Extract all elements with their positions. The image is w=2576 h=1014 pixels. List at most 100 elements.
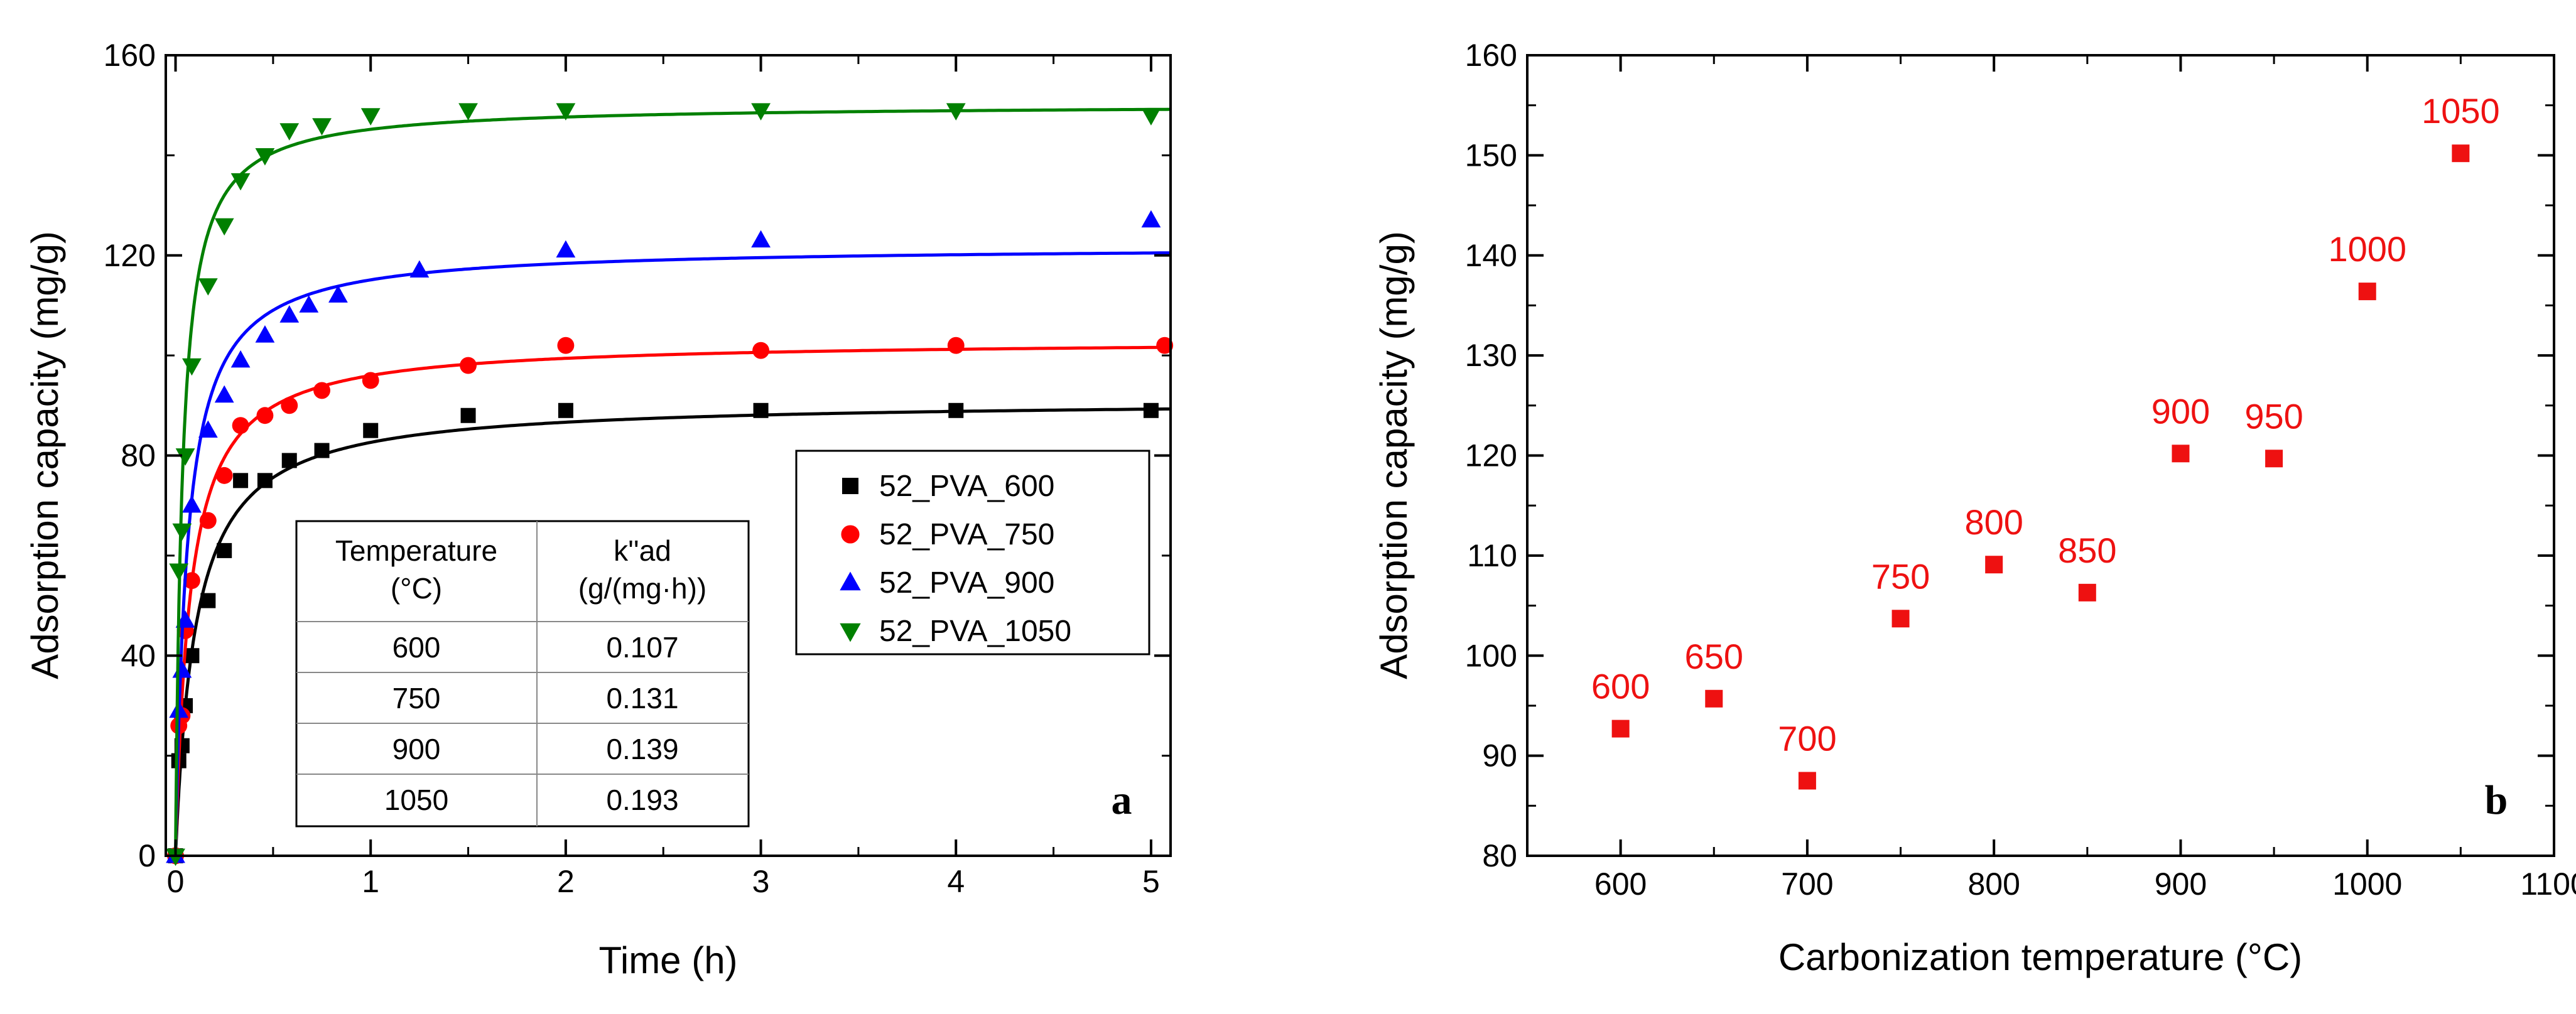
data-point: [175, 448, 195, 466]
y-tick-label: 80: [121, 438, 156, 473]
data-point: [169, 700, 189, 718]
data-point: [281, 453, 297, 468]
data-point: [1141, 210, 1161, 228]
table-cell-temperature: 900: [392, 733, 441, 765]
table-cell-temperature: 750: [392, 682, 441, 715]
data-point: [1705, 689, 1723, 708]
table-cell-rate-constant: 0.131: [606, 682, 678, 715]
data-label: 900: [2151, 391, 2210, 431]
fit-curve-52-pva-1050: [174, 107, 1171, 856]
x-tick-label: 1000: [2332, 866, 2402, 902]
data-point: [183, 572, 200, 590]
panel-a-legend: 52_PVA_600 52_PVA_750 52_PVA_900 52_PVA_…: [795, 450, 1150, 655]
data-point: [215, 467, 233, 484]
data-point: [362, 372, 379, 389]
panel-a-y-ticks: 0 40 80 120 160: [104, 38, 1171, 873]
table-header-rate-constant: k''ad: [614, 534, 671, 567]
legend-entry-52-pva-600: 52_PVA_600: [879, 470, 1054, 503]
data-point: [753, 402, 769, 418]
data-point: [1798, 772, 1816, 790]
data-point: [2265, 450, 2283, 468]
data-point: [232, 417, 249, 434]
data-label: 600: [1591, 667, 1650, 706]
data-point: [2452, 144, 2470, 163]
y-tick-label: 0: [138, 838, 156, 873]
data-point: [169, 563, 189, 581]
data-label: 1050: [2422, 91, 2500, 131]
x-tick-label: 600: [1594, 866, 1647, 902]
y-tick-label: 80: [1482, 838, 1517, 873]
data-point: [2078, 583, 2096, 601]
panel-b-letter: b: [2485, 777, 2508, 823]
table-header-temperature: Temperature: [335, 534, 497, 567]
table-cell-rate-constant: 0.107: [606, 631, 678, 664]
data-label: 1000: [2328, 229, 2406, 269]
legend-marker: [841, 525, 860, 544]
panel-a-adsorption-kinetics: 0 40 80 120 160 0 1 2 3 4 5 Adsorption capacity (…: [24, 38, 1174, 981]
data-point: [200, 593, 216, 608]
data-point: [198, 278, 218, 296]
x-tick-label: 900: [2155, 866, 2207, 902]
data-label: 800: [1964, 502, 2023, 542]
data-point: [182, 358, 202, 376]
data-point: [279, 123, 300, 141]
data-point: [556, 103, 576, 121]
panel-b-plot-frame: [1526, 54, 2555, 857]
data-point: [257, 473, 273, 488]
y-tick-label: 90: [1482, 738, 1517, 774]
table-cell-temperature: 600: [392, 631, 441, 664]
y-tick-label: 120: [1465, 438, 1517, 473]
panel-b-y-ticks: 80 90 100 110 120 130 140 150 160: [1465, 38, 2554, 873]
panel-a-y-axis-title: Adsorption capacity (mg/g): [24, 231, 66, 679]
data-point: [313, 382, 330, 399]
data-point: [2172, 445, 2190, 463]
legend-entry-52-pva-750: 52_PVA_750: [879, 518, 1054, 551]
table-cell-rate-constant: 0.139: [606, 733, 678, 765]
panel-a-x-ticks: 0 1 2 3 4 5: [167, 55, 1160, 899]
panel-a-x-axis-title: Time (h): [598, 939, 737, 981]
data-point: [172, 523, 192, 541]
x-tick-label: 3: [752, 864, 770, 899]
legend-marker: [840, 623, 861, 642]
y-tick-label: 100: [1465, 638, 1517, 673]
data-label: 650: [1685, 637, 1743, 676]
data-point: [558, 402, 573, 418]
data-point: [230, 350, 251, 368]
panel-b-capacity-vs-temperature: 600 650 700 750 800 850 900 950 1000 1050 80 90 100…: [1373, 38, 2576, 978]
data-point: [279, 305, 300, 323]
data-point: [1141, 108, 1161, 126]
table-header-rate-constant-unit: (g/(mg·h)): [578, 572, 706, 605]
data-point: [458, 103, 478, 121]
fit-curve-52-pva-600: [174, 407, 1171, 856]
data-point: [314, 443, 330, 458]
data-point: [217, 542, 232, 558]
legend-marker: [842, 478, 858, 494]
panel-a-marks: [166, 103, 1174, 866]
data-point: [230, 173, 251, 191]
panel-b-y-axis-title: Adsorption capacity (mg/g): [1373, 231, 1415, 679]
x-tick-label: 5: [1142, 864, 1160, 899]
data-point: [328, 285, 348, 303]
x-tick-label: 1: [362, 864, 379, 899]
data-point: [256, 407, 274, 424]
data-point: [233, 473, 249, 488]
data-point: [363, 423, 379, 438]
data-point: [751, 103, 771, 121]
data-point: [255, 148, 275, 166]
table-frame: [295, 520, 750, 828]
legend-entry-52-pva-900: 52_PVA_900: [879, 566, 1054, 600]
y-tick-label: 120: [104, 238, 156, 273]
data-point: [752, 342, 770, 359]
data-point: [198, 420, 218, 438]
data-point: [1891, 610, 1910, 628]
y-tick-label: 150: [1465, 138, 1517, 173]
data-point: [182, 495, 202, 513]
fit-curve-52-pva-900: [174, 251, 1171, 856]
x-tick-label: 700: [1781, 866, 1833, 902]
data-point: [1611, 720, 1630, 738]
table-cell-temperature: 1050: [384, 784, 448, 816]
data-point: [409, 260, 430, 278]
data-point: [255, 325, 275, 343]
rate-constant-table: Temperature (°C) k''ad (g/(mg·h)) 600 0.…: [295, 520, 750, 828]
data-label: 750: [1871, 556, 1930, 596]
